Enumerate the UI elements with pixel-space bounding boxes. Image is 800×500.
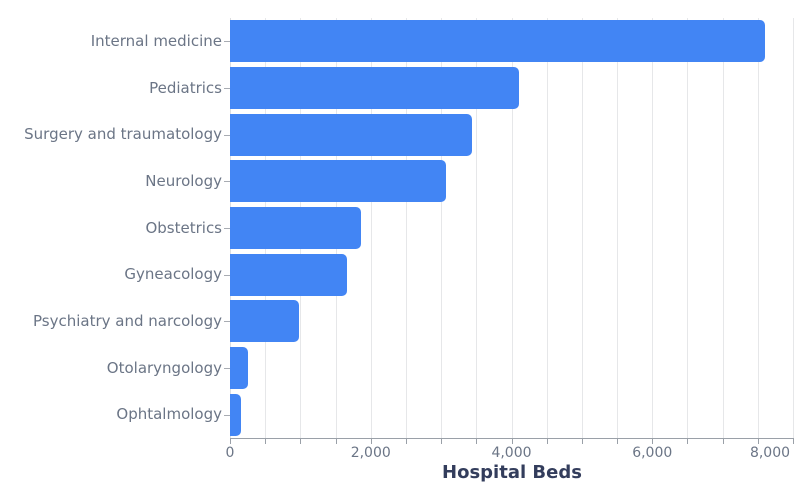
gridline <box>617 18 619 438</box>
category-label: Gyneacology <box>124 265 222 284</box>
x-tick-label: 2,000 <box>350 445 391 461</box>
bar-internal-medicine <box>230 20 765 63</box>
x-tick <box>476 439 478 444</box>
category-label: Pediatrics <box>149 78 222 97</box>
bar-pediatrics <box>230 67 519 109</box>
y-tick <box>224 414 230 416</box>
category-label: Obstetrics <box>145 218 222 237</box>
bar-psychiatry-and-narcology <box>230 300 299 343</box>
x-tick <box>687 439 689 444</box>
y-tick <box>224 228 230 229</box>
gridline <box>511 18 513 438</box>
category-label: Psychiatry and narcology <box>33 311 222 330</box>
x-tick-label: 4,000 <box>491 445 532 461</box>
category-label: Surgery and traumatology <box>24 125 222 144</box>
gridline <box>546 18 548 438</box>
x-tick <box>405 439 407 444</box>
x-tick <box>511 439 513 444</box>
x-tick <box>617 439 619 444</box>
category-label: Neurology <box>145 171 222 190</box>
x-tick <box>441 439 443 444</box>
bar-ophtalmology <box>230 393 242 436</box>
x-axis-title: Hospital Beds <box>442 462 582 483</box>
category-label: Internal medicine <box>90 31 222 50</box>
y-tick <box>224 88 230 89</box>
y-tick <box>224 321 230 323</box>
x-tick <box>652 439 654 444</box>
bar-otolaryngology <box>230 347 248 389</box>
x-tick <box>335 439 337 444</box>
y-tick <box>224 134 230 136</box>
gridline <box>652 18 654 438</box>
x-tick <box>546 439 548 444</box>
gridline <box>793 18 794 438</box>
x-tick <box>722 439 724 444</box>
category-label: Otolaryngology <box>106 358 222 377</box>
x-tick-label: 0 <box>225 445 235 461</box>
gridline <box>687 18 689 438</box>
gridline <box>757 18 759 438</box>
category-label: Ophtalmology <box>116 405 222 424</box>
y-tick <box>224 181 230 183</box>
x-tick <box>230 439 231 444</box>
bar-surgery-and-traumatology <box>230 113 473 156</box>
x-tick <box>265 439 267 444</box>
x-tick <box>757 439 759 444</box>
gridline <box>476 18 478 438</box>
plot-area <box>230 18 794 438</box>
gridline <box>405 18 407 438</box>
y-tick <box>224 41 230 43</box>
x-tick <box>300 439 302 444</box>
y-tick <box>224 274 230 276</box>
x-tick-label: 8,000 <box>749 445 791 461</box>
gridline <box>370 18 372 438</box>
gridline <box>441 18 443 438</box>
bar-neurology <box>230 160 447 203</box>
x-axis-line <box>230 438 794 439</box>
x-tick <box>793 439 794 444</box>
y-tick <box>224 368 230 369</box>
gridline <box>581 18 583 438</box>
gridline <box>722 18 724 438</box>
bar-gyneacology <box>230 253 347 296</box>
bar-obstetrics <box>230 207 361 249</box>
x-tick <box>370 439 372 444</box>
x-tick-label: 6,000 <box>632 445 673 461</box>
x-tick <box>581 439 583 444</box>
